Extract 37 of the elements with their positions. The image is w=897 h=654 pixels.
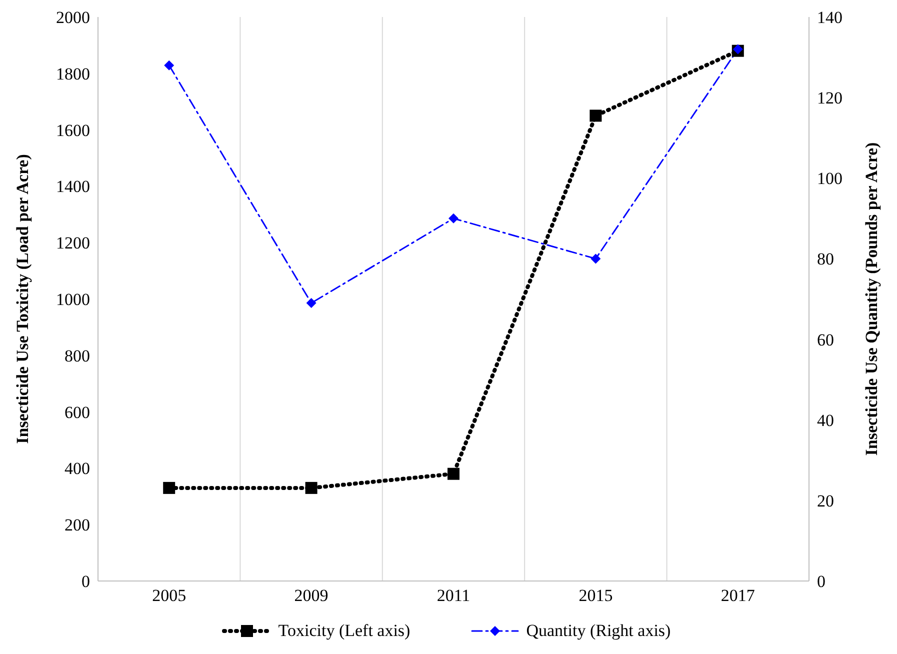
y2-tick-label: 100 <box>817 169 842 188</box>
y-tick-label: 1200 <box>56 234 90 253</box>
y2-tick-label: 40 <box>817 410 834 430</box>
y-tick-label: 1000 <box>56 290 90 310</box>
point <box>163 482 176 494</box>
point <box>305 482 318 494</box>
y-axis-title: Insecticide Use Toxicity (Load per Acre) <box>13 154 32 444</box>
y2-tick-label: 120 <box>817 88 842 108</box>
y-tick-label: 2000 <box>56 8 90 28</box>
y2-tick-label: 60 <box>817 330 834 350</box>
point <box>164 60 174 70</box>
y-tick-label: 200 <box>64 516 90 535</box>
y-tick-label: 600 <box>64 402 90 422</box>
y-tick-label: 1400 <box>56 177 90 196</box>
legend-label: Quantity (Right axis) <box>526 621 671 641</box>
y-tick-label: 400 <box>64 459 90 478</box>
y2-tick-label: 140 <box>817 8 842 28</box>
point <box>732 44 743 54</box>
point <box>448 468 460 480</box>
y-tick-label: 1600 <box>56 120 90 140</box>
y-tick-label: 1800 <box>56 64 90 84</box>
y2-tick-label: 0 <box>817 572 826 592</box>
y2-tick-label: 20 <box>817 491 834 510</box>
point <box>306 298 316 308</box>
legend-label: Toxicity (Left axis) <box>278 621 410 641</box>
y2-tick-label: 80 <box>817 250 834 269</box>
y-tick-label: 0 <box>82 572 90 592</box>
point <box>590 110 602 122</box>
x-tick-label: 2009 <box>294 586 328 606</box>
point <box>448 213 458 224</box>
x-tick-label: 2015 <box>578 586 613 606</box>
x-tick-label: 2005 <box>152 586 186 606</box>
y-tick-label: 800 <box>64 346 90 366</box>
x-tick-label: 2011 <box>436 586 470 606</box>
x-tick-label: 2017 <box>720 586 756 606</box>
y2-axis-title: Insecticide Use Quantity (Pounds per Acre) <box>862 142 882 456</box>
point <box>590 254 601 264</box>
